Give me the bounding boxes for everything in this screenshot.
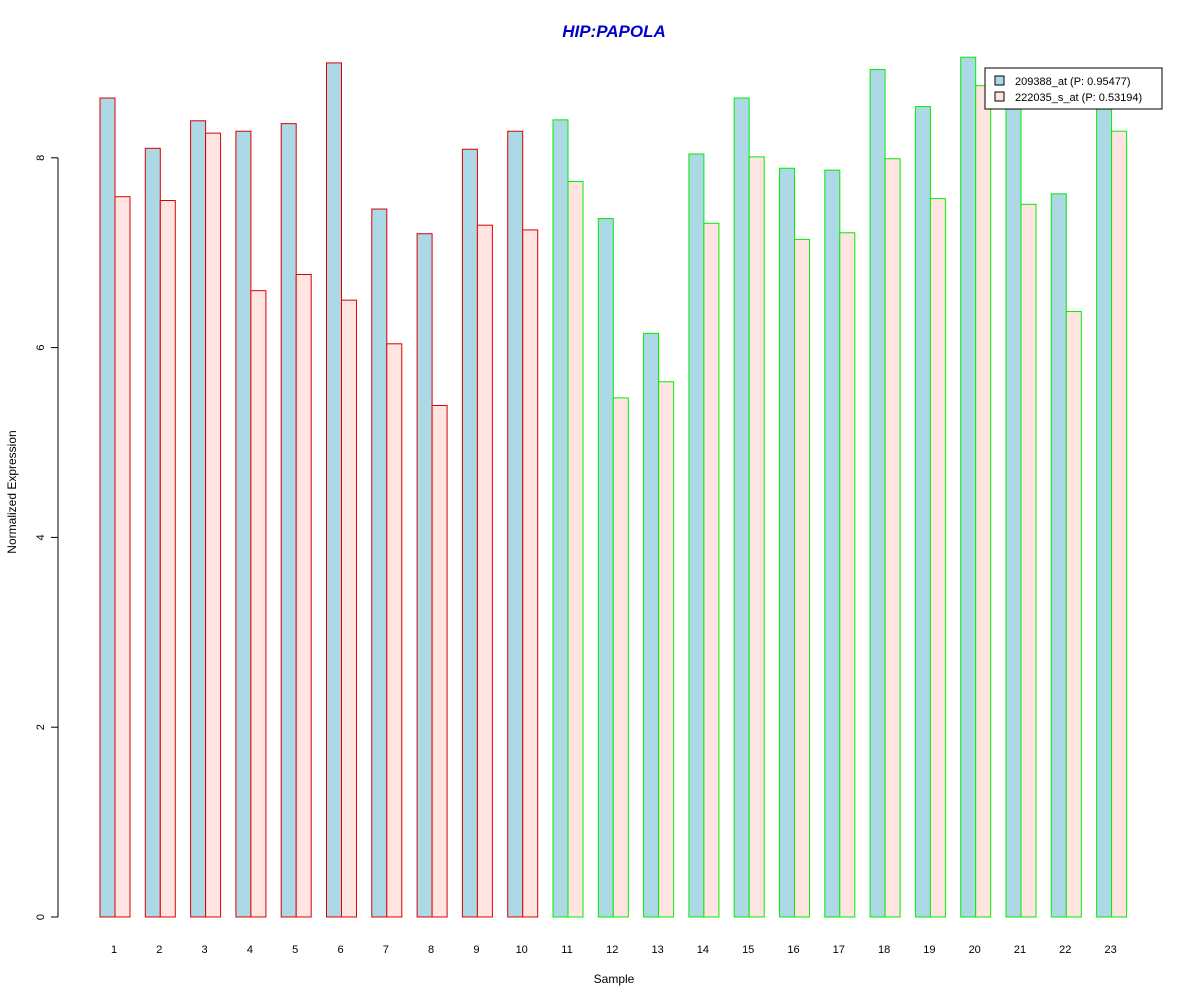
x-tick-label: 9: [473, 944, 479, 956]
legend-label-series-2: 222035_s_at (P: 0.53194): [1015, 92, 1142, 104]
bar-series-2-sample-23: [1111, 130, 1128, 918]
x-tick-label: 13: [651, 944, 663, 956]
x-tick-label: 17: [833, 944, 845, 956]
x-tick-label: 11: [561, 944, 572, 956]
x-tick-label: 7: [383, 944, 389, 956]
bar-series-1-sample-1: [99, 97, 116, 918]
x-tick-label: 16: [787, 944, 799, 956]
bar-series-1-sample-15: [733, 97, 750, 918]
bar-series-2-sample-14: [703, 222, 720, 918]
x-tick-label: 10: [516, 944, 528, 956]
bar-series-1-sample-19: [914, 106, 931, 918]
bar-series-2-sample-19: [929, 198, 946, 918]
bar-series-1-sample-16: [779, 167, 795, 918]
x-tick-label: 4: [247, 944, 253, 956]
y-tick-label: 6: [35, 345, 47, 351]
x-tick-label: 2: [156, 944, 162, 956]
bars-layer: [99, 56, 1128, 918]
bar-series-1-sample-22: [1050, 193, 1067, 918]
bar-series-1-sample-18: [869, 69, 886, 918]
bar-series-2-sample-6: [341, 299, 357, 918]
x-axis-label: Sample: [594, 972, 635, 986]
bar-series-2-sample-16: [794, 238, 810, 918]
bar-series-1-sample-8: [416, 233, 433, 918]
legend-label-series-1: 209388_at (P: 0.95477): [1015, 76, 1131, 88]
x-tick-label: 20: [969, 944, 981, 956]
x-tick-label: 3: [202, 944, 208, 956]
x-tick-label: 23: [1104, 944, 1116, 956]
bar-series-2-sample-18: [884, 158, 901, 918]
x-tick-label: 6: [337, 944, 343, 956]
legend-swatch-series-1: [994, 75, 1005, 86]
bar-series-2-sample-15: [748, 156, 765, 918]
bar-series-2-sample-12: [612, 397, 629, 918]
y-tick-label: 4: [35, 534, 47, 540]
x-tick-label: 14: [697, 944, 709, 956]
y-axis: 0 2 4 6 8: [35, 155, 59, 920]
bar-series-1-sample-7: [371, 208, 388, 918]
bar-series-1-sample-3: [190, 120, 207, 918]
bar-series-2-sample-7: [386, 343, 403, 918]
bar-series-2-sample-11: [567, 181, 584, 918]
bar-series-1-sample-12: [597, 218, 614, 918]
bar-series-2-sample-8: [431, 404, 448, 918]
bar-series-1-sample-4: [235, 130, 252, 918]
bar-series-2-sample-1: [114, 196, 131, 918]
bar-series-1-sample-17: [824, 169, 841, 918]
bar-series-1-sample-2: [144, 147, 161, 918]
x-tick-label: 12: [606, 944, 618, 956]
bar-series-2-sample-20: [975, 85, 992, 918]
bar-series-2-sample-13: [658, 381, 675, 918]
x-tick-label: 1: [111, 944, 117, 956]
y-tick-label: 8: [35, 155, 47, 161]
bar-series-1-sample-5: [280, 123, 297, 918]
bar-series-2-sample-21: [1020, 203, 1037, 918]
bar-series-1-sample-6: [326, 62, 342, 918]
bar-series-1-sample-23: [1096, 100, 1113, 918]
legend-box: [984, 67, 1163, 110]
y-tick-label: 2: [35, 724, 47, 730]
x-tick-label: 22: [1059, 944, 1071, 956]
bar-series-2-sample-22: [1065, 311, 1082, 918]
x-tick-labels: 1 2 3 4 5 6 7 8 9 10 11 12 13 14 15 16 17 18 19 20 21 22 23: [111, 944, 1117, 956]
x-tick-label: 19: [923, 944, 935, 956]
bar-series-2-sample-17: [839, 232, 856, 918]
y-tick-label: 0: [35, 914, 47, 920]
x-tick-label: 15: [742, 944, 754, 956]
bar-series-1-sample-21: [1005, 100, 1022, 918]
x-tick-label: 8: [428, 944, 434, 956]
bar-series-1-sample-14: [688, 153, 705, 918]
bar-series-1-sample-13: [643, 332, 660, 918]
legend-swatch-series-2: [994, 91, 1005, 102]
bar-series-2-sample-2: [159, 200, 176, 918]
bar-series-1-sample-10: [507, 130, 524, 918]
x-tick-label: 5: [292, 944, 298, 956]
x-tick-label: 18: [878, 944, 890, 956]
bar-series-2-sample-10: [522, 229, 539, 918]
bar-series-2-sample-5: [295, 274, 312, 918]
chart-title: HIP:PAPOLA: [562, 22, 666, 41]
bar-series-2-sample-3: [205, 132, 222, 918]
bar-series-1-sample-11: [552, 119, 569, 918]
bar-series-1-sample-20: [960, 56, 977, 918]
bar-series-2-sample-4: [250, 290, 267, 918]
bar-series-1-sample-9: [461, 148, 478, 918]
legend: 209388_at (P: 0.95477) 222035_s_at (P: 0…: [984, 67, 1163, 110]
x-tick-label: 21: [1014, 944, 1026, 956]
bar-series-2-sample-9: [476, 224, 493, 918]
y-axis-label: Normalized Expression: [5, 430, 19, 553]
